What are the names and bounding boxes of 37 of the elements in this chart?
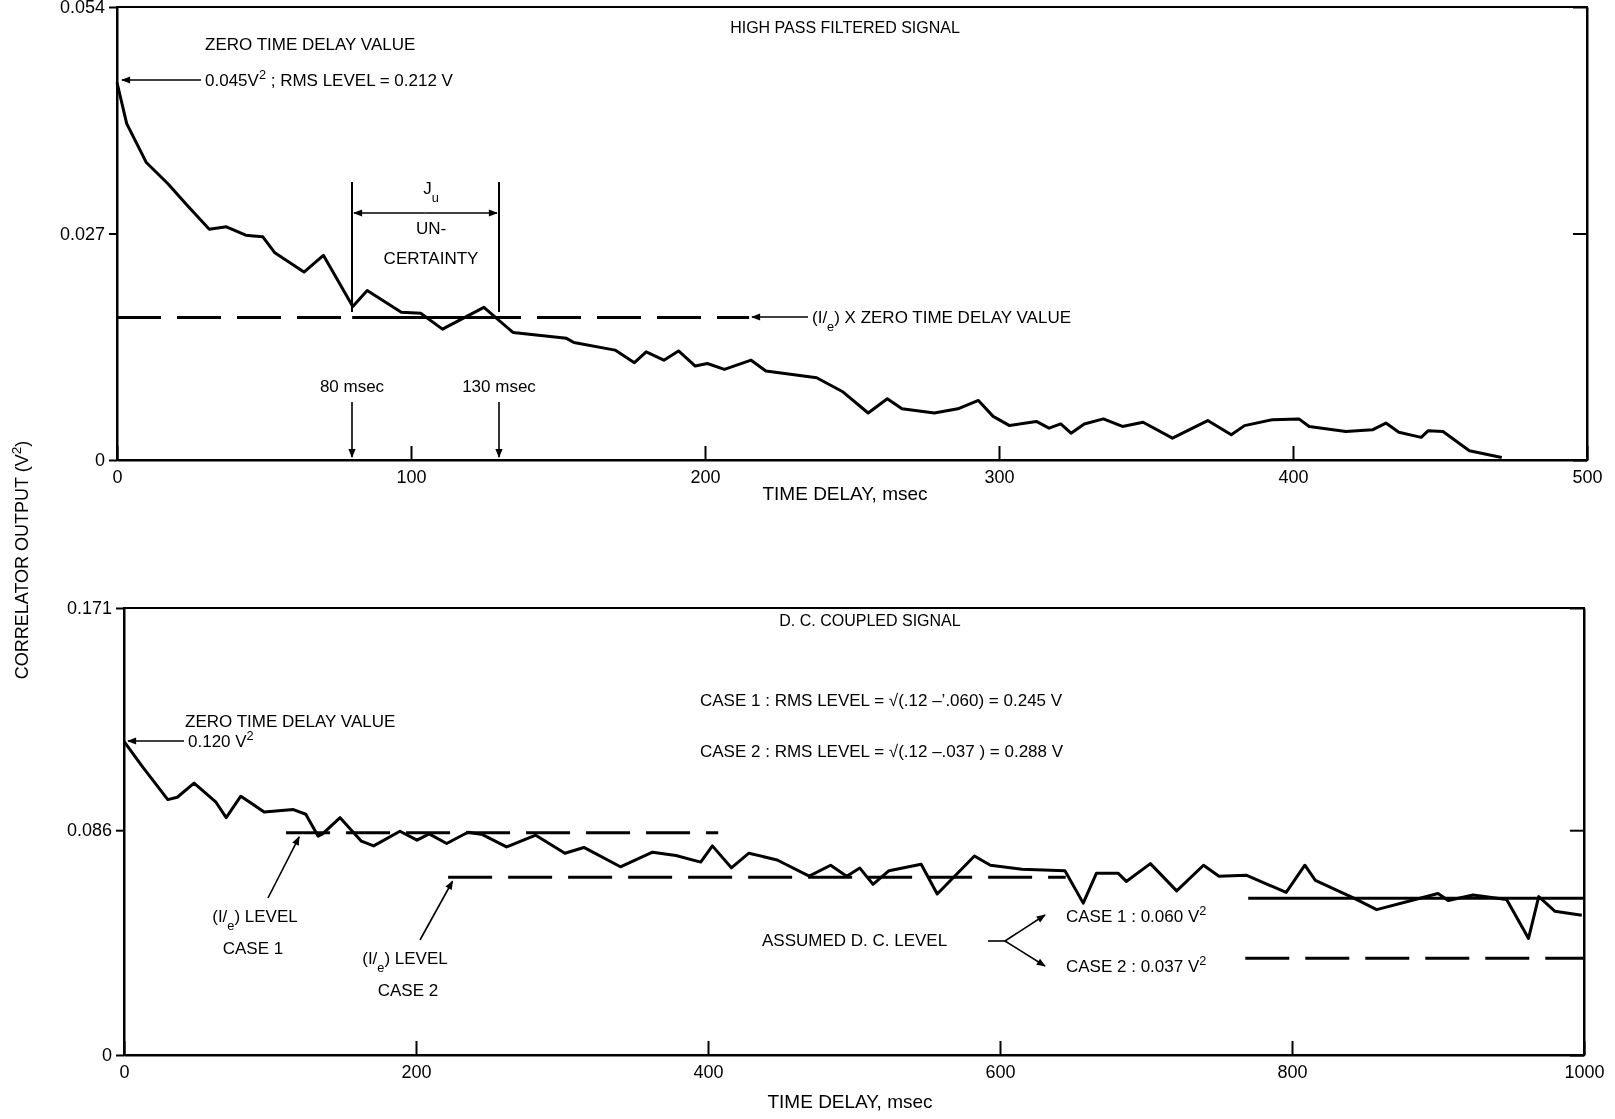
annotation: CASE 2 : 0.037 V$^{2}$ [1066, 952, 1207, 976]
y-tick-label: 0.027 [59, 223, 105, 244]
annotation: (I/$_{e}$) X ZERO TIME DELAY VALUE [812, 308, 1072, 334]
x-tick-label: 1000 [1564, 1061, 1605, 1082]
x-axis-title: TIME DELAY, msec [767, 1091, 933, 1112]
x-axis-title: TIME DELAY, msec [762, 483, 928, 504]
annotation: ASSUMED D. C. LEVEL [762, 931, 948, 950]
chart-title: D. C. COUPLED SIGNAL [779, 612, 961, 629]
annotation: 80 msec [319, 377, 385, 396]
x-tick-label: 800 [1277, 1061, 1308, 1082]
annotation: CASE 2 [377, 981, 439, 1000]
annotation: ZERO TIME DELAY VALUE [205, 35, 416, 54]
annotation: CASE 2 : RMS LEVEL = √(.12 –.037 ) = 0.288 V [700, 742, 1064, 761]
x-tick-label: 0 [119, 1061, 130, 1082]
x-tick-label: 500 [1572, 466, 1603, 487]
annotation: (I/$_{e}$) LEVEL [212, 907, 298, 933]
text: HIGH PASS FILTERED SIGNAL [730, 19, 960, 36]
annotation: 0.045V$^{2}$ ; RMS LEVEL = 0.212 V [205, 66, 454, 90]
annotation: 130 msec [462, 377, 537, 396]
y-tick-label: 0.054 [59, 0, 105, 18]
x-tick-label: 200 [401, 1061, 432, 1082]
annotation: CASE 1 : RMS LEVEL = √(.12 –’.060) = 0.245 V [700, 691, 1063, 710]
annotation: CASE 1 : 0.060 V$^{2}$ [1066, 902, 1207, 926]
y-tick-label: 0 [101, 1045, 112, 1066]
x-tick-label: 100 [396, 466, 427, 487]
y-tick-label: 0 [94, 450, 105, 471]
annotation: (I/$_{e}$) LEVEL [362, 949, 448, 975]
annotation: UN- CERTAINTY [383, 219, 479, 268]
annotation: J$_{u}$ [423, 179, 439, 205]
x-tick-label: 400 [693, 1061, 724, 1082]
x-tick-label: 300 [984, 466, 1015, 487]
x-tick-label: 600 [985, 1061, 1016, 1082]
x-tick-label: 200 [690, 466, 721, 487]
annotation: CASE 1 [222, 939, 284, 958]
y-tick-label: 0.171 [66, 598, 112, 619]
y-tick-label: 0.086 [66, 820, 112, 841]
x-tick-label: 400 [1278, 466, 1309, 487]
